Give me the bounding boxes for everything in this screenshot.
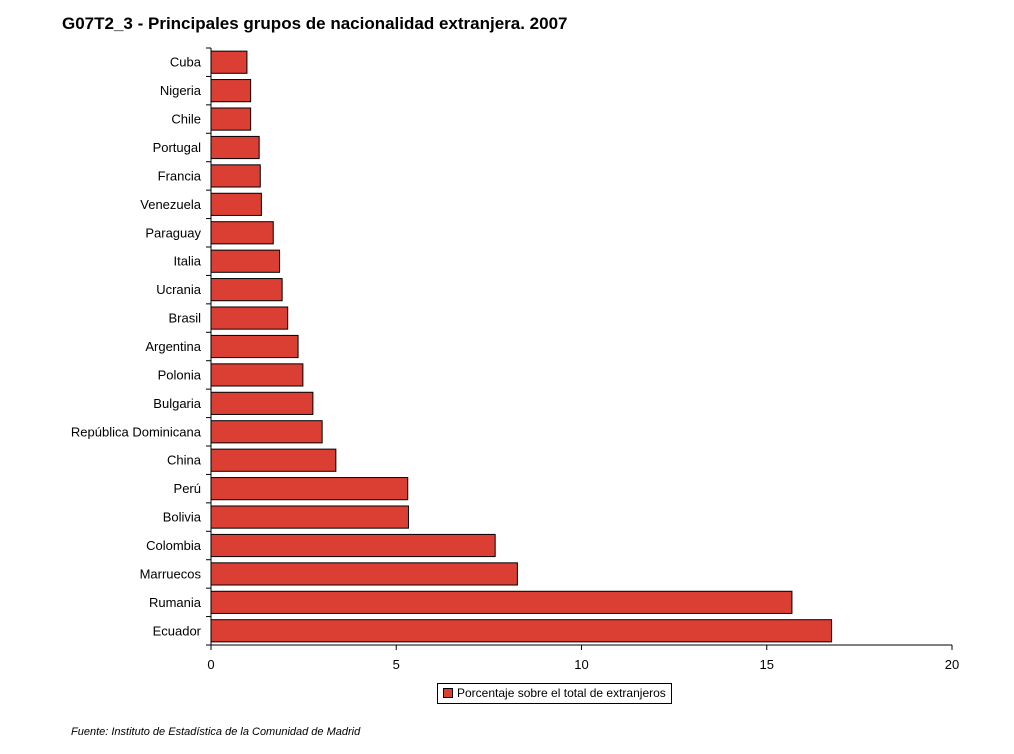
y-tick-label: Colombia xyxy=(146,538,202,553)
legend-label: Porcentaje sobre el total de extranjeros xyxy=(457,686,666,700)
y-tick-label: Venezuela xyxy=(140,197,201,212)
y-tick-label: Francia xyxy=(158,168,202,183)
y-tick-label: China xyxy=(167,453,202,468)
y-tick-label: Brasil xyxy=(168,311,201,326)
legend-swatch xyxy=(443,688,453,698)
y-tick-label: Bulgaria xyxy=(153,396,201,411)
bar xyxy=(210,619,833,643)
bar xyxy=(210,278,283,302)
bar xyxy=(210,221,274,245)
bar xyxy=(210,50,248,74)
y-tick-label: Bolivia xyxy=(163,510,202,525)
bar xyxy=(210,334,299,359)
bar xyxy=(210,107,252,131)
bar xyxy=(210,79,252,103)
y-tick-label: Argentina xyxy=(145,339,201,354)
chart-title: G07T2_3 - Principales grupos de nacional… xyxy=(62,14,568,33)
bar xyxy=(210,590,793,614)
bar xyxy=(210,391,314,415)
bar xyxy=(210,477,409,501)
x-tick-label: 5 xyxy=(393,657,400,672)
y-tick-label: Rumania xyxy=(149,595,202,610)
bar xyxy=(210,192,262,216)
y-tick-label: Nigeria xyxy=(160,83,202,98)
y-tick-label: Chile xyxy=(171,112,201,127)
y-tick-label: Marruecos xyxy=(140,566,202,581)
y-tick-label: Italia xyxy=(174,254,202,269)
x-tick-label: 20 xyxy=(945,657,959,672)
bar xyxy=(210,306,289,330)
bar xyxy=(210,533,496,558)
y-tick-label: Ecuador xyxy=(153,623,202,638)
y-tick-label: Paraguay xyxy=(145,225,201,240)
bar xyxy=(210,164,261,188)
bar xyxy=(210,448,337,472)
y-tick-label: Cuba xyxy=(170,55,202,70)
source-note: Fuente: Instituto de Estadística de la C… xyxy=(71,726,361,738)
bar xyxy=(210,135,260,160)
x-tick-label: 0 xyxy=(207,657,214,672)
bar xyxy=(210,505,409,529)
x-tick-label: 15 xyxy=(760,657,774,672)
bar xyxy=(210,363,304,387)
bar xyxy=(210,249,281,273)
x-tick-label: 10 xyxy=(574,657,588,672)
legend: Porcentaje sobre el total de extranjeros xyxy=(437,683,672,704)
y-tick-label: Ucrania xyxy=(156,282,202,297)
y-tick-label: Perú xyxy=(174,481,201,496)
bar xyxy=(210,420,323,444)
bar xyxy=(210,562,518,586)
y-tick-label: Polonia xyxy=(158,367,202,382)
y-tick-label: Portugal xyxy=(153,140,202,155)
y-tick-label: República Dominicana xyxy=(71,424,202,439)
